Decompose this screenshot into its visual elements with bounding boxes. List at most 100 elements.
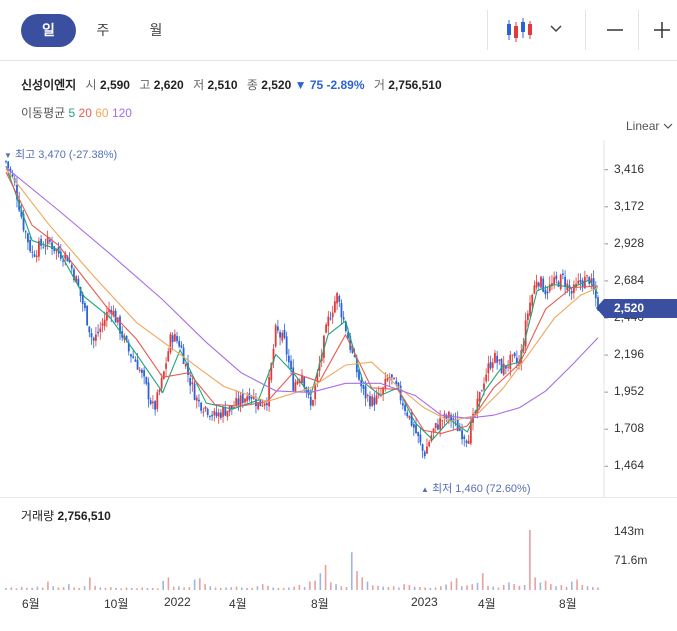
candle-body [329, 318, 332, 320]
volume-bar [136, 588, 138, 590]
candle-body [103, 319, 106, 326]
volume-bar [387, 587, 390, 590]
y-tick-label: 1,464 [614, 458, 645, 473]
candle-body [152, 401, 154, 404]
volume-bar [350, 552, 353, 590]
high-annotation: ▼ 최고 3,470 (-27.38%) [4, 149, 118, 161]
volume-bar [413, 586, 416, 590]
candle-body [344, 321, 347, 332]
candle-body [268, 377, 271, 407]
volume-bar [408, 584, 411, 590]
candle-body [263, 403, 266, 406]
plus-icon[interactable] [644, 12, 677, 48]
candle-body [393, 378, 395, 380]
candle-body [489, 361, 492, 369]
tab-month[interactable]: 월 [149, 22, 163, 38]
candle-body [276, 326, 279, 331]
candle-body [382, 387, 385, 395]
ma-line-ma120 [5, 167, 599, 419]
volume-bar [240, 587, 243, 590]
candle-body [494, 352, 496, 363]
candle-body [77, 278, 80, 287]
volume-bar [68, 584, 70, 590]
volume-bar [398, 587, 400, 590]
minus-icon[interactable] [596, 12, 636, 48]
candle-body [312, 400, 314, 406]
candle-body [16, 184, 18, 200]
volume-bar [419, 587, 421, 590]
candlestick-icon[interactable] [500, 12, 540, 48]
candle-body [533, 285, 536, 294]
x-tick-label: 2022 [164, 595, 191, 609]
candle-body [283, 329, 286, 338]
candle-body [244, 398, 246, 403]
candle-body [469, 422, 472, 444]
close-label: 종 [246, 78, 258, 92]
volume-label: 거 [373, 78, 385, 92]
candle-body [246, 396, 249, 402]
volume-title-value: 2,756,510 [57, 509, 111, 523]
volume-bar [591, 587, 594, 590]
x-tick-label: 8월 [311, 597, 329, 611]
volume-bar [298, 584, 301, 590]
scale-toggle[interactable]: Linear [626, 119, 673, 133]
open-price: 2,590 [99, 78, 130, 92]
candle-body [119, 316, 121, 334]
volume-tick: 143m [614, 524, 645, 538]
candle-body [388, 377, 391, 379]
candle-body [544, 289, 547, 295]
volume-bar [151, 587, 154, 590]
candle-body [410, 412, 413, 426]
candle-body [384, 379, 387, 389]
candle-body [480, 390, 483, 392]
volume-bar [460, 586, 463, 590]
candle-body [158, 389, 161, 392]
panel-divider [0, 497, 677, 498]
candle-body [358, 369, 360, 380]
low-price: 2,510 [207, 78, 238, 92]
volume-bar [544, 580, 547, 590]
volume-title-label: 거래량 [21, 509, 55, 523]
tab-week[interactable]: 주 [96, 22, 110, 38]
candle-body [579, 279, 582, 283]
volume-bar [303, 587, 306, 590]
candle-body [31, 251, 34, 253]
candle-body [154, 401, 156, 410]
candle-body [333, 301, 336, 313]
candle-body [408, 415, 411, 419]
moving-average-legend[interactable]: 이동평균 5 20 60 120 [21, 104, 132, 121]
candle-body [101, 323, 104, 326]
candle-body [518, 361, 520, 365]
volume-bar [466, 585, 468, 590]
volume-bar [251, 587, 254, 590]
price-chart[interactable] [0, 0, 677, 497]
ma-legend-title: 이동평균 [21, 106, 66, 120]
x-tick-label: 4월 [229, 597, 247, 611]
volume-bar [277, 587, 280, 590]
volume-bar [487, 585, 489, 590]
volume-bar [83, 586, 86, 590]
candle-body [366, 395, 369, 397]
toolbar-separator [487, 10, 488, 50]
tab-day[interactable]: 일 [21, 14, 76, 47]
candle-body [511, 354, 514, 356]
chevron-down-icon[interactable] [541, 12, 571, 48]
candle-body [583, 276, 586, 289]
candle-body [222, 407, 224, 417]
y-tick-label: 3,416 [614, 161, 645, 176]
candle-body [450, 414, 452, 421]
candle-body [476, 398, 479, 414]
candle-body [270, 363, 273, 381]
candle-body [325, 324, 328, 333]
candle-body [555, 275, 558, 280]
candle-body [553, 277, 556, 285]
volume-bar [36, 586, 39, 590]
candle-body [160, 378, 163, 389]
volume-bar [225, 587, 227, 590]
candle-body [136, 360, 139, 370]
volume-bar [539, 582, 542, 590]
volume-bar [94, 585, 96, 590]
candle-body [200, 402, 203, 411]
candle-body [233, 407, 235, 409]
candle-body [189, 377, 192, 386]
